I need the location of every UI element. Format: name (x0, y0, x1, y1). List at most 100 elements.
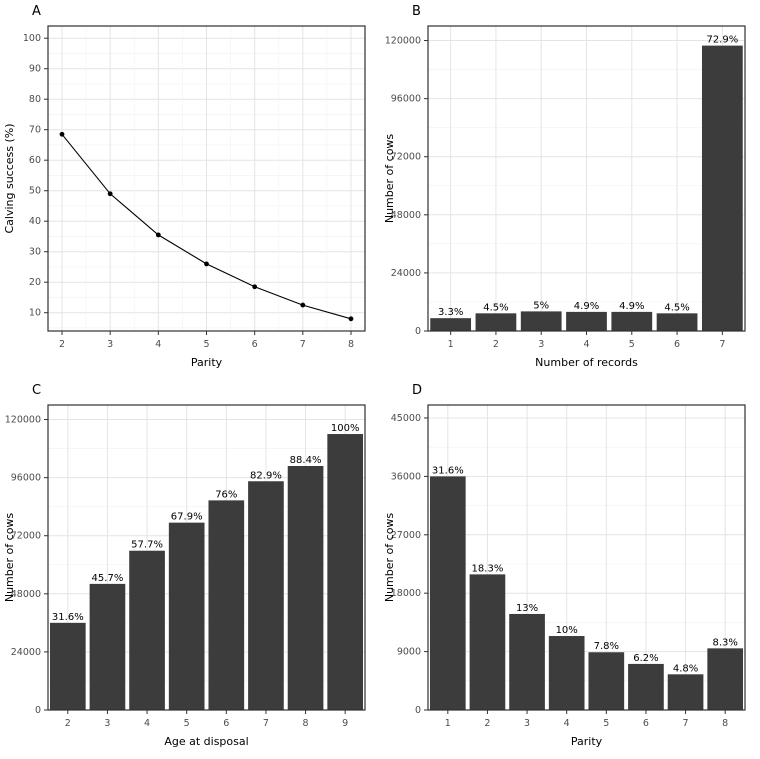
x-tick-label: 7 (263, 718, 269, 729)
x-tick-label: 5 (203, 339, 209, 350)
x-tick-label: 2 (493, 339, 499, 350)
bar-label: 67.9% (171, 512, 203, 523)
bar-label: 4.5% (483, 302, 508, 313)
y-tick-label: 120000 (5, 415, 41, 426)
data-point (348, 316, 354, 322)
y-tick-label: 60 (29, 155, 41, 166)
y-tick-label: 20 (29, 277, 41, 288)
bar (611, 311, 653, 331)
y-tick-label: 120000 (385, 36, 421, 47)
panel-border (47, 404, 366, 711)
x-tick-label: 2 (484, 718, 490, 729)
y-tick-label: 48000 (11, 589, 41, 600)
x-tick-label: 9 (342, 718, 348, 729)
bar (49, 622, 86, 710)
bar-label: 18.3% (472, 563, 504, 574)
y-tick-label: 96000 (391, 94, 421, 105)
bar-label: 31.6% (432, 465, 464, 476)
data-point (107, 191, 113, 197)
x-tick-label: 8 (303, 718, 309, 729)
data-point (300, 302, 306, 308)
x-tick-label: 1 (448, 339, 454, 350)
y-tick-label: 45000 (391, 413, 421, 424)
x-tick-label: 2 (65, 718, 71, 729)
x-axis-title: Age at disposal (164, 735, 248, 748)
data-point (204, 261, 209, 267)
bar (520, 311, 562, 331)
bar-label: 72.9% (706, 35, 738, 46)
y-tick-label: 90 (29, 64, 41, 75)
bar-label: 45.7% (92, 573, 124, 584)
bar (707, 648, 744, 710)
bar-label: 31.6% (52, 612, 84, 623)
x-tick-label: 3 (104, 718, 110, 729)
panel-d: D 31.6% 18.3% 13% 10% 7.8% 6.2% 4.8% 8.3% 0 9000 1… (380, 379, 760, 759)
bar (548, 636, 585, 710)
records-bar-chart: 3.3% 4.5% 5% 4.9% 4.9% 4.5%72.9%0240004800072… (383, 25, 746, 369)
bar (129, 550, 165, 710)
panel-c: C 31.6% 45.7% 57.7% 67.9% 76% 82.9% 88.4% 100% 0… (0, 379, 380, 759)
bar (208, 500, 245, 710)
x-tick-label: 6 (223, 718, 229, 729)
bar-label: 8.3% (712, 637, 737, 648)
bar (327, 434, 364, 710)
bar (628, 663, 664, 710)
age-at-disposal-bar-chart: 31.6%45.7%57.7%67.9%76%82.9%88.4%100%024… (3, 404, 366, 748)
x-tick-label: 6 (674, 339, 680, 350)
x-tick-label: 3 (524, 718, 530, 729)
bar-label: 88.4% (290, 455, 322, 466)
y-axis-title: Number of cows (383, 134, 396, 224)
x-tick-label: 1 (445, 718, 451, 729)
y-tick-label: 100 (23, 33, 41, 44)
y-tick-label: 50 (29, 186, 41, 197)
y-axis-title: Number of cows (383, 513, 396, 603)
data-point (252, 284, 258, 290)
y-axis-title: Calving success (%) (3, 123, 16, 233)
y-tick-label: 70 (29, 125, 41, 136)
bar (429, 476, 466, 710)
bar-label: 100% (331, 423, 360, 434)
bar-label: 13% (516, 603, 538, 614)
data-point (59, 131, 65, 137)
bar-label: 5% (533, 300, 549, 311)
panel-d-label: D (412, 383, 423, 398)
panel-a-label: A (32, 4, 41, 19)
bar-label: 4.9% (619, 301, 644, 312)
x-tick-label: 7 (719, 339, 725, 350)
x-tick-label: 7 (300, 339, 306, 350)
x-tick-label: 7 (683, 718, 689, 729)
y-tick-label: 9000 (397, 647, 421, 658)
y-tick-label: 0 (415, 705, 421, 716)
x-tick-label: 4 (564, 718, 570, 729)
x-tick-label: 4 (583, 339, 589, 350)
x-axis-title: Number of records (535, 356, 638, 369)
bar-label: 7.8% (594, 641, 619, 652)
bar (656, 313, 698, 331)
y-tick-label: 40 (29, 216, 41, 227)
y-tick-label: 0 (35, 705, 41, 716)
panel-a: A 10 20 30 40 50 60 70 80 90 100 2 3 4 5 6 7 8 Parity Calv… (0, 0, 380, 379)
bar (89, 583, 126, 710)
bar-label: 82.9% (250, 470, 282, 481)
y-tick-label: 72000 (391, 152, 421, 163)
bar (168, 522, 205, 710)
y-tick-label: 24000 (11, 647, 41, 658)
bar (701, 45, 743, 331)
bar (475, 313, 517, 331)
parity-bar-chart: 31.6% 18.3% 13% 10% 7.8% 6.2% 4.8% 8.3% 0 9000 180… (383, 404, 746, 748)
y-axis-title: Number of cows (3, 513, 16, 603)
bar-label: 57.7% (131, 540, 163, 551)
panel-b-label: B (412, 4, 421, 19)
bar-label: 76% (215, 489, 237, 500)
x-tick-label: 4 (155, 339, 161, 350)
x-tick-label: 5 (629, 339, 635, 350)
y-tick-label: 0 (415, 326, 421, 337)
bar (667, 674, 704, 710)
bar-label: 3.3% (438, 307, 463, 318)
y-tick-label: 96000 (11, 473, 41, 484)
bar (509, 613, 545, 710)
x-tick-label: 5 (603, 718, 609, 729)
y-tick-label: 36000 (391, 471, 421, 482)
y-tick-label: 30 (29, 247, 41, 258)
